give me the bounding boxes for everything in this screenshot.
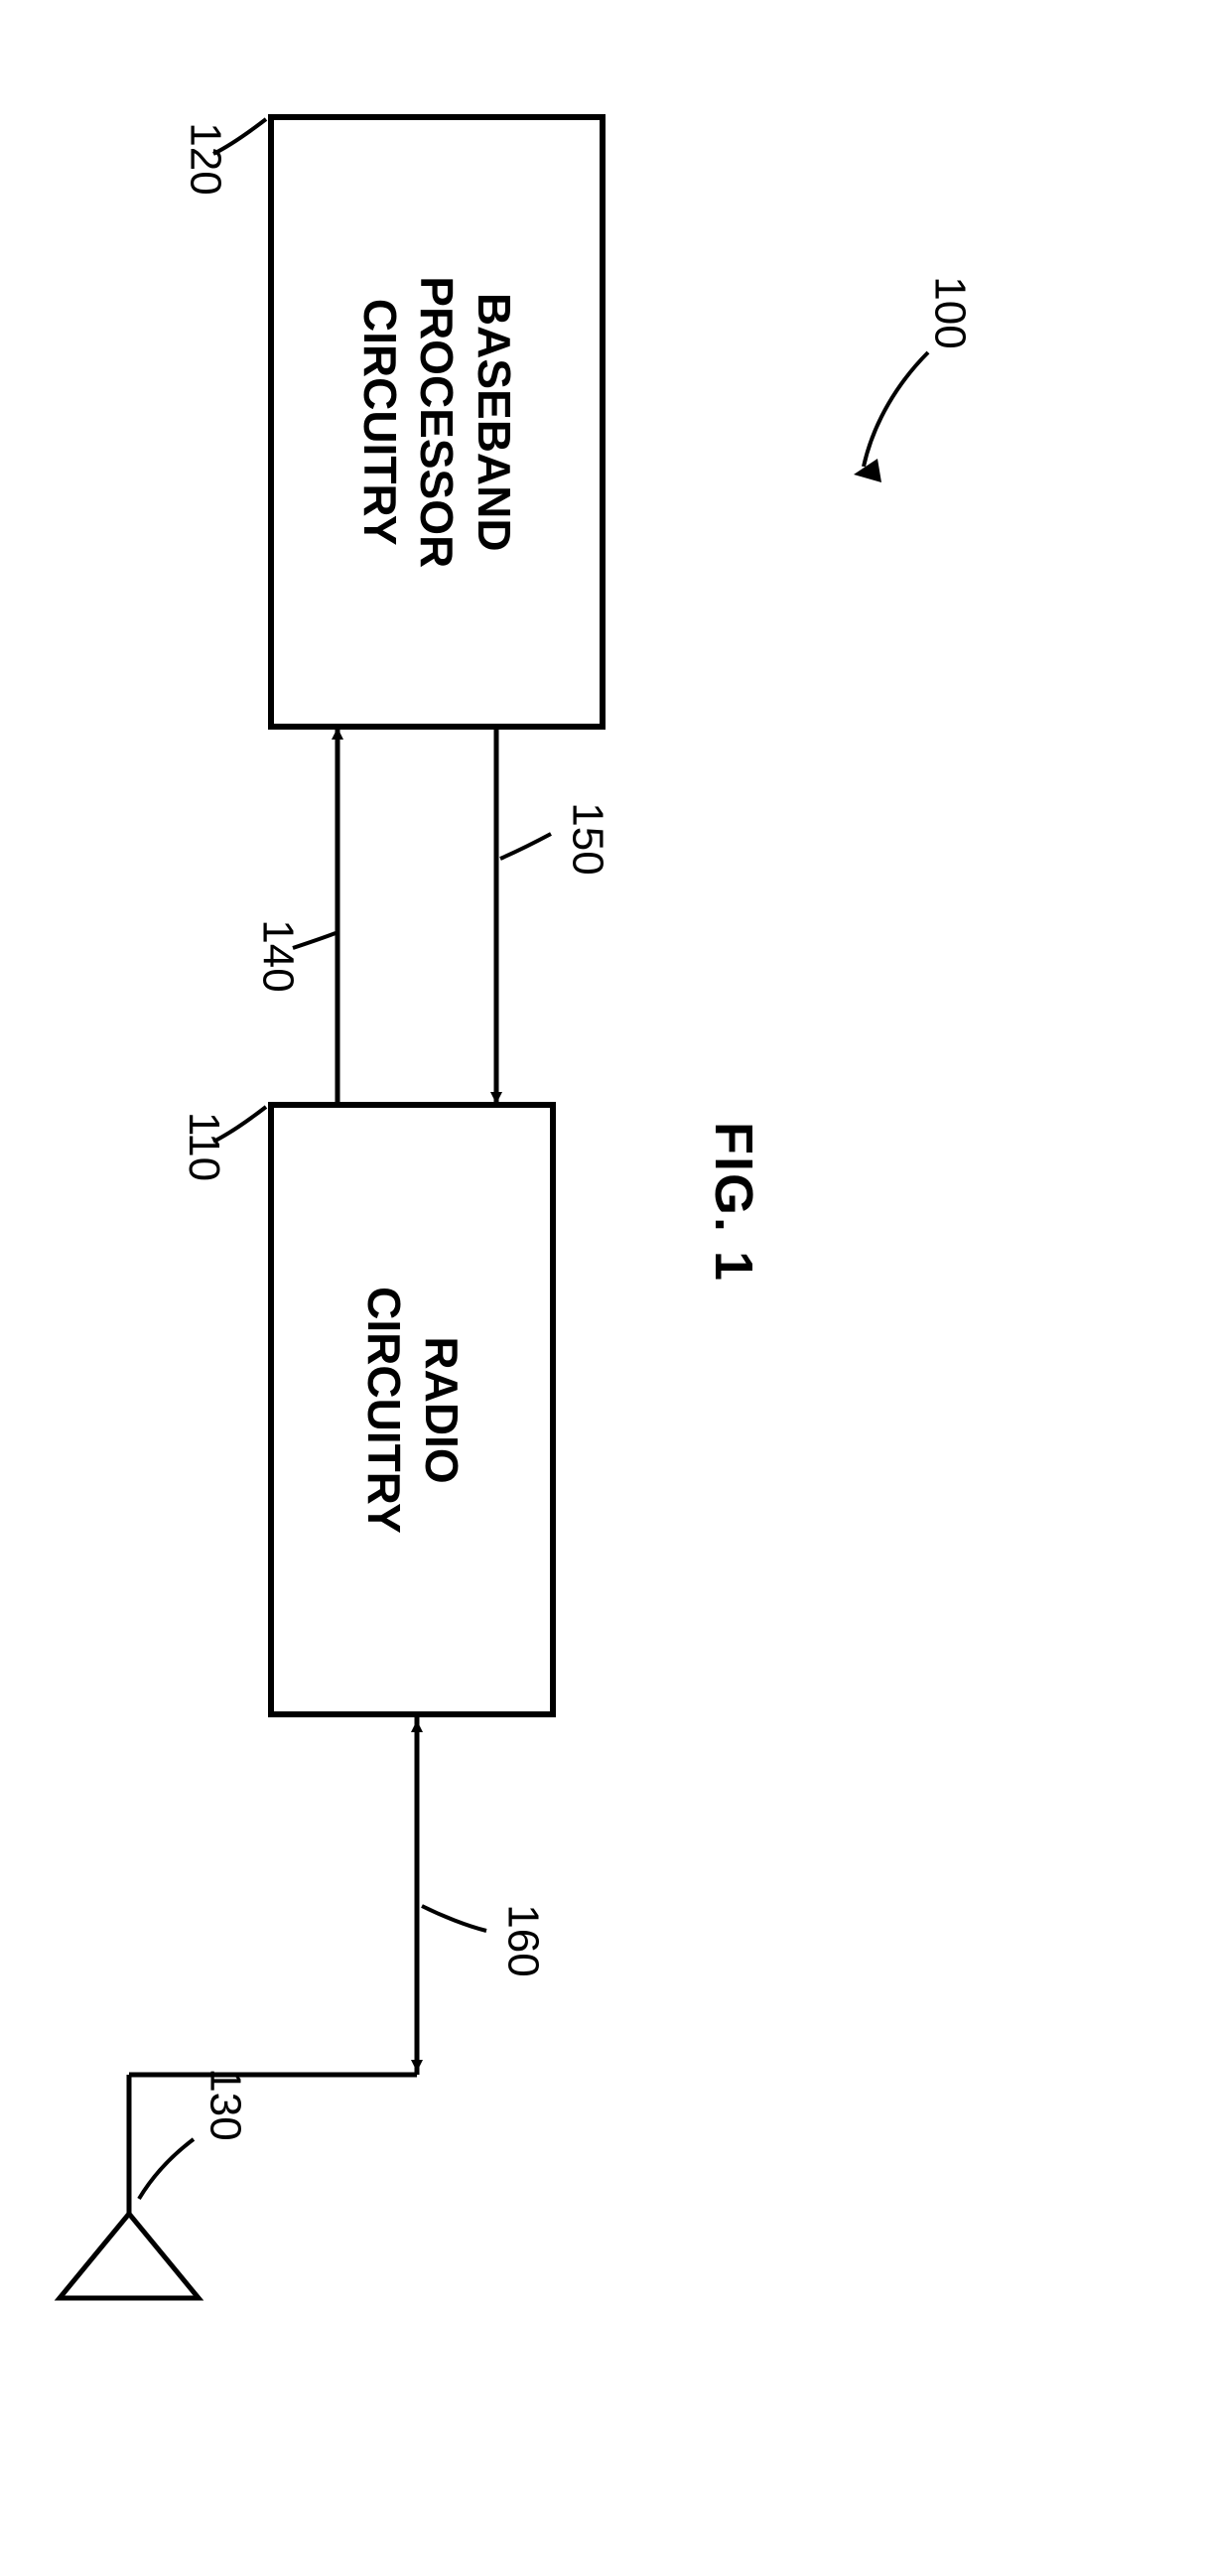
diagram-canvas: RADIO CIRCUITRY BASEBAND PROCESSOR CIRCU… (0, 0, 1213, 2576)
ref-160: 160 (498, 1904, 548, 1976)
ref-110: 110 (179, 1112, 228, 1181)
block-baseband-label: BASEBAND PROCESSOR CIRCUITRY (351, 276, 523, 568)
ref-120: 120 (181, 122, 230, 195)
leader-150 (500, 834, 551, 859)
figure-label: FIG. 1 (703, 1122, 764, 1283)
antenna-triangle (60, 2214, 199, 2298)
diagram-svg (0, 0, 1213, 2576)
block-baseband: BASEBAND PROCESSOR CIRCUITRY (268, 114, 606, 730)
block-radio: RADIO CIRCUITRY (268, 1102, 556, 1717)
ref-100: 100 (925, 276, 975, 348)
block-baseband-line1: BASEBAND (469, 293, 520, 552)
block-radio-line1: RADIO (415, 1336, 467, 1483)
ref-150: 150 (563, 802, 612, 875)
leader-130 (139, 2139, 194, 2199)
block-radio-label: RADIO CIRCUITRY (354, 1287, 469, 1534)
leader-160 (422, 1906, 486, 1931)
leader-100-arrow (854, 459, 881, 482)
block-baseband-line2: PROCESSOR (412, 276, 464, 568)
ref-140: 140 (253, 919, 303, 992)
leader-100 (864, 352, 928, 467)
block-radio-line2: CIRCUITRY (358, 1287, 410, 1534)
ref-130: 130 (201, 2068, 250, 2140)
block-baseband-line3: CIRCUITRY (354, 299, 406, 546)
